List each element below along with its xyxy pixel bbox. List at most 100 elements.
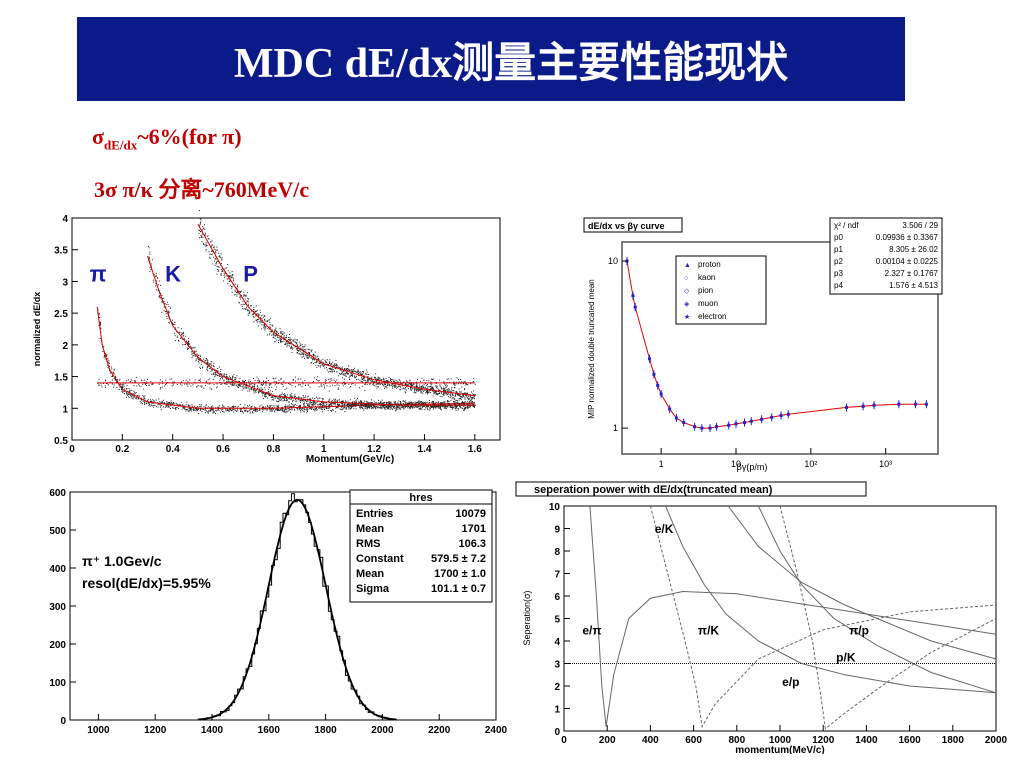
scatter-point (231, 286, 233, 288)
scatter-point (170, 400, 172, 402)
scatter-point (125, 392, 127, 394)
scatter-point (416, 385, 418, 387)
scatter-point (451, 407, 452, 408)
scatter-point (172, 407, 174, 409)
scatter-point (382, 405, 384, 407)
scatter-point (450, 406, 452, 408)
scatter-point (295, 380, 297, 382)
scatter-point (131, 389, 133, 391)
scatter-point (205, 232, 206, 234)
scatter-point (162, 297, 163, 299)
scatter-point (311, 397, 313, 399)
scatter-point (261, 383, 263, 385)
scatter-point (277, 405, 279, 407)
scatter-point (408, 401, 410, 403)
scatter-point (358, 401, 359, 403)
scatter-point (218, 262, 220, 264)
scatter-point (292, 404, 294, 406)
scatter-point (348, 368, 350, 370)
scatter-point (214, 375, 216, 377)
scatter-point (406, 404, 407, 405)
scatter-point (438, 406, 440, 408)
scatter-point (335, 365, 337, 367)
scatter-point (366, 403, 368, 405)
scatter-point (463, 396, 465, 398)
scatter-point (388, 376, 390, 378)
scatter-point (163, 310, 165, 312)
scatter-point (447, 385, 448, 387)
separation-curve (727, 505, 997, 660)
scatter-point (205, 245, 207, 246)
scatter-point (431, 388, 433, 390)
scatter-point (236, 410, 237, 412)
scatter-point (411, 406, 413, 408)
scatter-point (209, 378, 211, 380)
scatter-point (348, 404, 350, 405)
scatter-point (320, 404, 322, 406)
scatter-point (239, 385, 241, 387)
scatter-point (286, 342, 288, 344)
scatter-point (283, 334, 285, 336)
scatter-point (173, 403, 175, 405)
scatter-point (392, 383, 394, 385)
scatter-point (233, 294, 235, 296)
scatter-point (207, 363, 209, 365)
scatter-point (126, 388, 127, 390)
scatter-point (238, 302, 240, 304)
scatter-point (393, 406, 395, 407)
scatter-point (231, 276, 233, 278)
scatter-point (401, 383, 403, 385)
scatter-point (201, 217, 203, 219)
scatter-point (406, 402, 408, 404)
scatter-point (232, 376, 234, 378)
scatter-point (361, 377, 363, 379)
scatter-point (285, 342, 287, 344)
scatter-point (372, 384, 374, 386)
scatter-point (274, 334, 276, 336)
scatter-point (458, 405, 460, 407)
scatter-point (439, 392, 441, 394)
scatter-point (287, 401, 289, 403)
scatter-point (303, 353, 305, 355)
scatter-point (243, 308, 245, 310)
scatter-point (262, 411, 263, 413)
scatter-point (417, 389, 419, 391)
scatter-point (377, 406, 379, 408)
scatter-point (442, 405, 444, 407)
scatter-point (345, 407, 347, 409)
scatter-point (376, 387, 378, 389)
stats-value: 10079 (455, 508, 486, 520)
scatter-point (313, 353, 315, 355)
scatter-point (458, 381, 460, 383)
scatter-point (216, 261, 217, 263)
scatter-point (153, 406, 155, 408)
scatter-point (222, 408, 224, 410)
scatter-point (264, 315, 266, 317)
scatter-point (360, 401, 362, 403)
scatter-point (319, 406, 321, 408)
scatter-point (386, 387, 388, 389)
scatter-point (221, 383, 223, 385)
scatter-point (383, 407, 385, 409)
scatter-point (407, 405, 409, 407)
scatter-point (210, 371, 212, 372)
scatter-point (176, 407, 178, 408)
scatter-point (331, 402, 333, 404)
scatter-point (417, 401, 419, 403)
data-point (924, 402, 928, 406)
scatter-point (206, 245, 208, 246)
scatter-point (444, 406, 446, 408)
scatter-point (454, 406, 456, 408)
scatter-point (265, 395, 267, 397)
scatter-point (354, 367, 355, 369)
scatter-point (447, 401, 449, 403)
scatter-point (410, 384, 412, 386)
scatter-point (164, 303, 166, 304)
scatter-point (452, 407, 454, 409)
scatter-point (309, 408, 311, 409)
scatter-point (305, 395, 306, 397)
scatter-point (291, 392, 293, 394)
scatter-point (423, 384, 425, 386)
legend-entry: muon (698, 299, 718, 308)
scatter-point (124, 388, 126, 390)
